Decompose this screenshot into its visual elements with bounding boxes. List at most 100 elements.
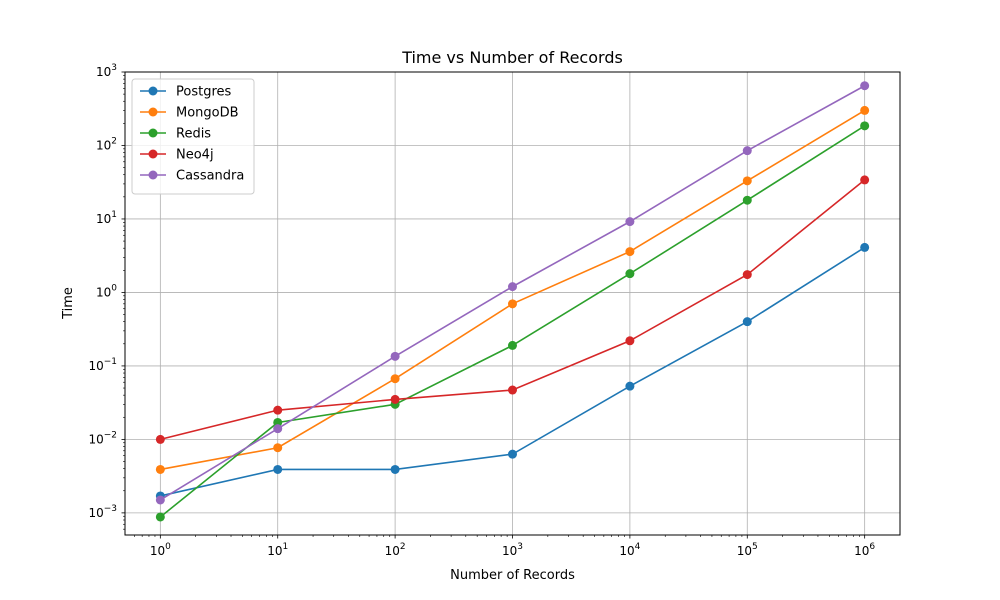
data-point-neo4j xyxy=(860,175,870,185)
x-tick-label: 103 xyxy=(502,542,523,558)
x-tick-label-exponent: 2 xyxy=(400,542,406,552)
y-tick-label-exponent: 0 xyxy=(111,283,117,293)
x-tick-label-exponent: 5 xyxy=(752,542,758,552)
y-tick-label-base: 10 xyxy=(96,212,111,226)
chart-title: Time vs Number of Records xyxy=(401,48,623,67)
x-tick-label-exponent: 6 xyxy=(869,542,875,552)
x-tick-label-base: 10 xyxy=(267,544,282,558)
data-point-cassandra xyxy=(273,424,283,434)
x-tick-label-exponent: 0 xyxy=(165,542,171,552)
legend-label-redis: Redis xyxy=(176,127,211,142)
legend-item-redis: Redis xyxy=(140,127,211,142)
data-point-postgres xyxy=(273,464,283,474)
y-tick-label-exponent: −2 xyxy=(104,430,117,440)
x-tick-label: 101 xyxy=(267,542,288,558)
x-tick-label-exponent: 1 xyxy=(282,542,288,552)
legend-marker-neo4j xyxy=(148,149,158,159)
series-neo4j xyxy=(155,175,870,444)
y-tick-label-base: 10 xyxy=(96,65,111,79)
legend: Postgres MongoDB Redis Neo4j Cassandra xyxy=(131,78,255,195)
x-tick-label-base: 10 xyxy=(737,544,752,558)
y-tick-label-exponent: 1 xyxy=(111,210,117,220)
legend-label-cassandra: Cassandra xyxy=(176,169,244,184)
data-point-mongodb xyxy=(155,464,165,474)
x-tick-label-base: 10 xyxy=(619,544,634,558)
data-point-cassandra xyxy=(508,282,517,292)
y-tick-label-base: 10 xyxy=(96,138,111,152)
data-point-postgres xyxy=(508,449,517,459)
y-tick-label: 103 xyxy=(96,63,117,79)
data-point-neo4j xyxy=(155,434,165,444)
data-point-redis xyxy=(625,269,635,279)
data-point-cassandra xyxy=(155,495,165,505)
y-tick-label: 10−3 xyxy=(88,504,117,520)
axis-ticks: 100 101 102 103 104 105 10610−310−210−11001011… xyxy=(88,63,875,558)
x-tick-label-base: 10 xyxy=(854,544,869,558)
legend-item-mongodb: MongoDB xyxy=(140,106,239,121)
y-tick-label: 10−2 xyxy=(88,430,117,446)
legend-label-mongodb: MongoDB xyxy=(176,106,239,121)
data-point-neo4j xyxy=(390,394,400,404)
y-tick-label-exponent: −1 xyxy=(104,357,117,367)
legend-item-postgres: Postgres xyxy=(140,85,232,100)
y-tick-label: 101 xyxy=(96,210,117,226)
legend-marker-redis xyxy=(148,128,158,138)
y-tick-label-base: 10 xyxy=(88,432,103,446)
data-point-mongodb xyxy=(273,443,283,453)
y-tick-label-base: 10 xyxy=(88,506,103,520)
x-tick-label: 102 xyxy=(385,542,406,558)
data-point-redis xyxy=(860,121,870,131)
y-tick-label-exponent: 2 xyxy=(111,136,117,146)
legend-box xyxy=(131,78,255,195)
data-point-mongodb xyxy=(860,105,870,115)
data-point-mongodb xyxy=(390,374,400,384)
data-point-postgres xyxy=(742,317,752,327)
legend-marker-postgres xyxy=(148,86,158,96)
x-tick-label: 100 xyxy=(150,542,171,558)
data-point-mongodb xyxy=(742,176,752,186)
data-point-cassandra xyxy=(390,351,400,361)
data-point-neo4j xyxy=(508,385,517,395)
data-point-postgres xyxy=(860,242,870,252)
series-layer xyxy=(155,81,870,522)
y-axis-label: Time xyxy=(61,287,76,320)
y-tick-label: 102 xyxy=(96,136,117,152)
x-tick-label-exponent: 4 xyxy=(635,542,641,552)
data-point-neo4j xyxy=(273,405,283,415)
x-tick-label-base: 10 xyxy=(502,544,517,558)
data-point-mongodb xyxy=(508,299,517,309)
x-tick-label: 105 xyxy=(737,542,758,558)
data-point-mongodb xyxy=(625,247,635,257)
data-point-redis xyxy=(742,195,752,205)
data-point-cassandra xyxy=(860,81,870,91)
data-point-redis xyxy=(155,512,165,522)
legend-label-postgres: Postgres xyxy=(176,85,232,100)
x-axis-label: Number of Records xyxy=(450,568,575,583)
x-tick-label-exponent: 3 xyxy=(517,542,523,552)
legend-label-neo4j: Neo4j xyxy=(176,148,214,163)
y-tick-label: 10−1 xyxy=(88,357,117,373)
legend-marker-mongodb xyxy=(148,107,158,117)
y-tick-label: 100 xyxy=(96,283,117,299)
series-cassandra xyxy=(155,81,870,505)
y-tick-label-base: 10 xyxy=(96,285,111,299)
x-tick-label-base: 10 xyxy=(150,544,165,558)
y-tick-label-exponent: 3 xyxy=(111,63,117,73)
data-point-postgres xyxy=(625,381,635,391)
y-tick-label-exponent: −3 xyxy=(104,504,117,514)
data-point-neo4j xyxy=(625,336,635,346)
data-point-redis xyxy=(508,340,517,350)
legend-item-neo4j: Neo4j xyxy=(140,148,214,163)
x-tick-label: 106 xyxy=(854,542,875,558)
data-point-cassandra xyxy=(625,217,635,227)
legend-item-cassandra: Cassandra xyxy=(140,169,244,184)
data-point-redis xyxy=(273,417,283,427)
data-point-postgres xyxy=(390,464,400,474)
legend-marker-cassandra xyxy=(148,170,158,180)
series-mongodb xyxy=(155,105,870,474)
data-point-cassandra xyxy=(742,146,752,156)
x-tick-label-base: 10 xyxy=(385,544,400,558)
data-point-neo4j xyxy=(742,270,752,280)
y-tick-label-base: 10 xyxy=(88,359,103,373)
